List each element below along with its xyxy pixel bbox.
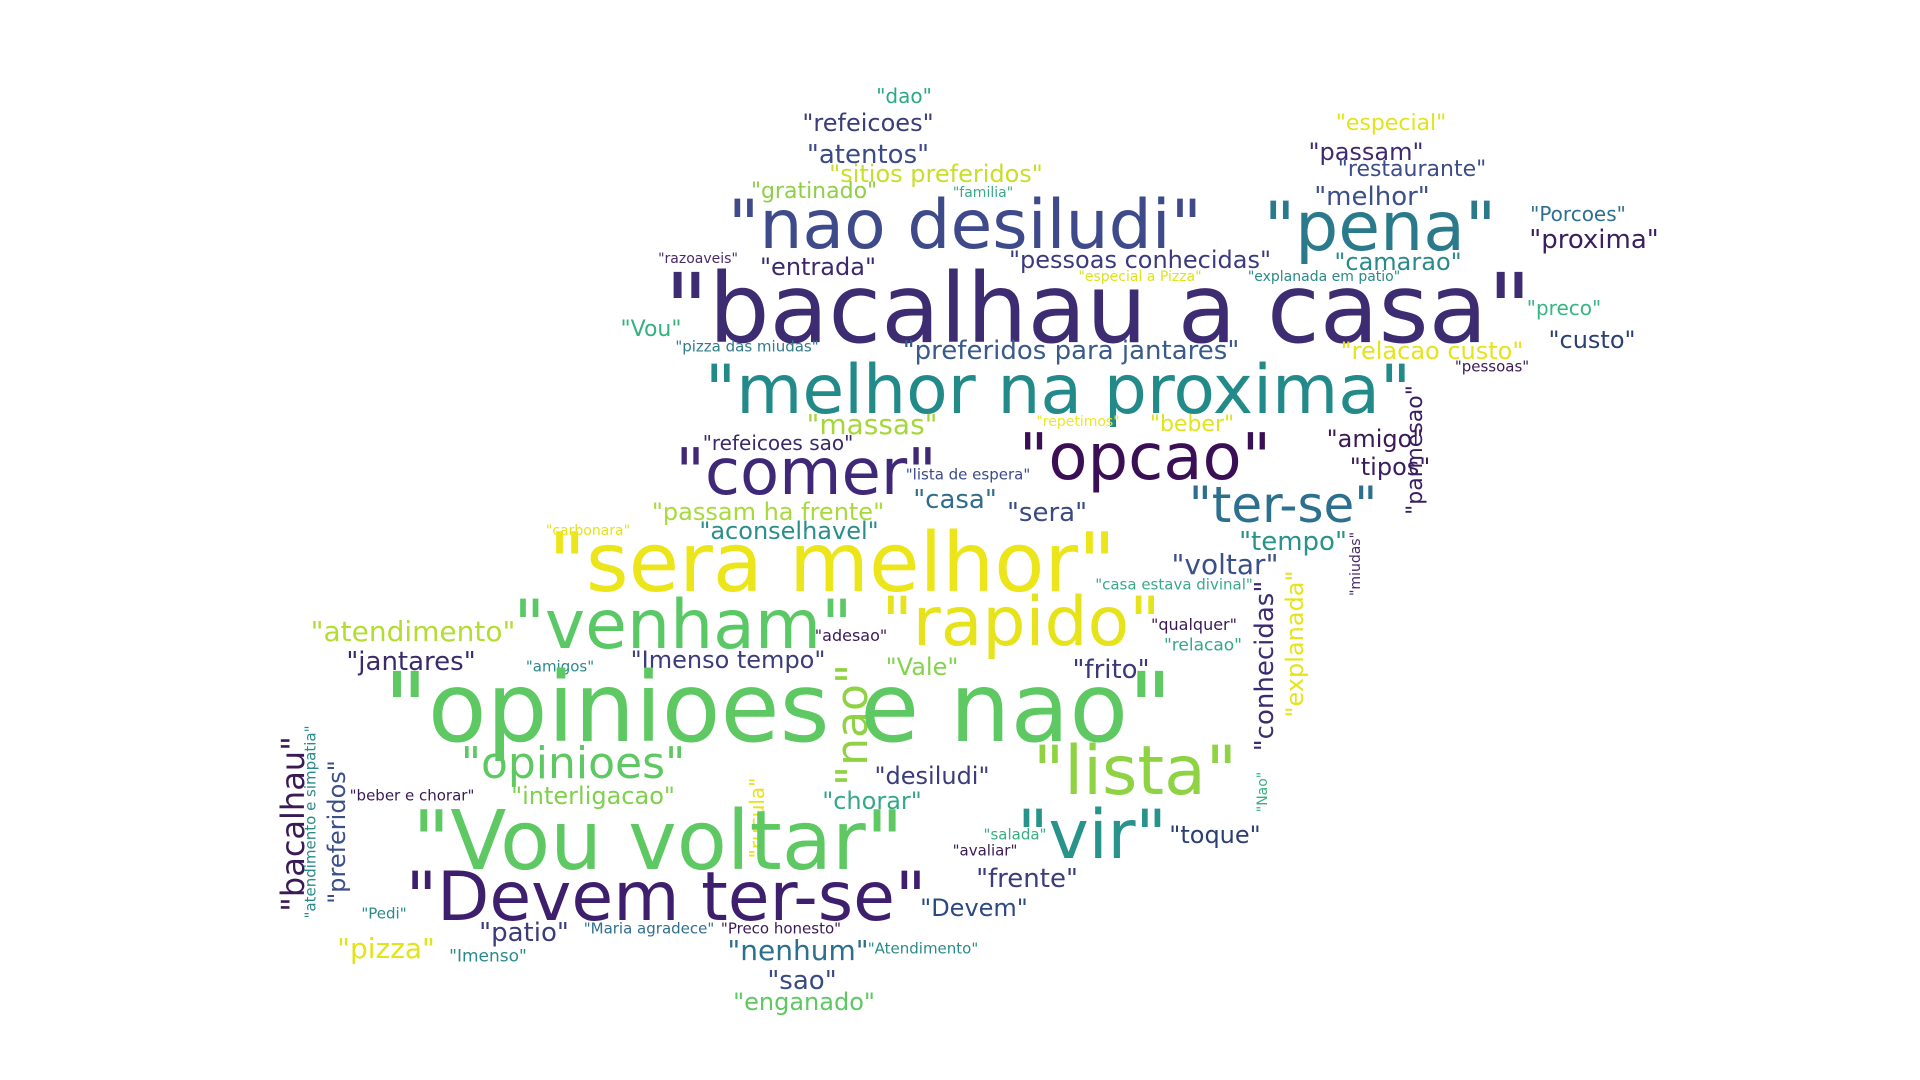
cloud-word: "repetimos" [1036,414,1120,430]
cloud-word: "refeicoes" [802,109,934,137]
cloud-word: "parmesao" [1403,385,1428,515]
cloud-word: "Atendimento" [867,939,979,958]
cloud-word: "salada" [983,825,1047,844]
cloud-word: "patio" [479,918,569,948]
cloud-word: "vir" [1017,796,1167,875]
cloud-word: "Vou voltar" [412,794,904,889]
cloud-word: "pizza das miudas" [675,337,819,356]
cloud-word: "ter-se" [1188,476,1378,534]
cloud-word: "preferidos" [323,760,351,904]
cloud-word: "opinioes e nao" [383,652,1173,764]
cloud-word: "atendimento e simpatia" [301,725,320,919]
cloud-word: "chorar" [822,787,922,815]
cloud-word: "casa" [913,485,997,515]
cloud-word: "frito" [1072,655,1150,685]
cloud-word: "lista de espera" [905,465,1031,484]
cloud-word: "opcao" [1018,421,1272,495]
cloud-word: "preco" [1526,296,1602,320]
cloud-word: "Devem ter-se" [405,858,927,937]
cloud-word: "sera" [1006,498,1088,528]
cloud-word: "camarao" [1334,248,1462,276]
cloud-word: "refeicoes sao" [702,431,854,455]
cloud-word: "Porcoes" [1530,202,1626,226]
cloud-word: "conhecidas" [1250,580,1280,752]
cloud-word: "sera melhor" [548,516,1116,611]
cloud-word: "adesao" [814,626,888,645]
cloud-word: "carbonara" [545,523,631,539]
cloud-word: "dao" [876,84,932,108]
cloud-word: "massas" [806,408,938,441]
cloud-word: "custo" [1548,326,1636,354]
cloud-word: "especial" [1335,111,1447,136]
cloud-word: "atentos" [806,140,930,170]
cloud-word: "toque" [1169,821,1261,849]
cloud-word: "beber" [1149,412,1235,437]
cloud-word: "desiludi" [874,762,990,790]
cloud-word: "Maria agradece" [583,919,715,938]
cloud-word: "qualquer" [1151,615,1237,634]
cloud-word: "sao" [767,966,837,996]
cloud-word: "relacao custo" [1340,337,1524,365]
cloud-word: "tempo" [1239,527,1347,557]
cloud-word: "avaliar" [952,841,1018,860]
cloud-word: "Vou" [620,317,682,342]
cloud-word: "Imenso" [449,946,527,967]
cloud-word: "frente" [976,864,1078,894]
cloud-word: "aconselhavel" [699,517,879,545]
cloud-word: "especial a Pizza" [1078,269,1202,285]
cloud-word: "venham" [513,586,853,665]
cloud-word: "lista" [1032,732,1238,811]
cloud-word: "rapido" [881,583,1161,662]
cloud-word: "atendimento" [310,615,516,648]
cloud-word: "nao desiludi" [728,186,1202,265]
cloud-word: "razoaveis" [658,251,738,267]
cloud-word: "enganado" [733,988,875,1016]
cloud-word: "relacao" [1163,635,1243,656]
cloud-word: "Vale" [885,653,959,681]
cloud-word: "pessoas conhecidas" [1009,246,1271,274]
cloud-word: "gratinado" [750,179,878,204]
cloud-word: "comer" [675,436,937,510]
cloud-word: "melhor na proxima" [704,351,1412,430]
cloud-word: "Nao" [1255,771,1271,813]
cloud-word: "Imenso tempo" [630,646,826,674]
cloud-word: "miudas" [1348,531,1364,597]
cloud-word: "Preco honesto" [720,919,842,938]
cloud-word: "amigo" [1326,425,1424,453]
cloud-word: "explanada em patio" [1247,269,1401,285]
cloud-word: "Devem" [920,894,1028,922]
cloud-word: "sitios preferidos" [829,160,1043,188]
cloud-word: "bacalhau a casa" [664,253,1532,365]
cloud-word: "interligacao" [511,782,675,810]
cloud-word: "jantares" [346,647,476,677]
cloud-word: "Pedi" [361,904,407,923]
cloud-word: "proxima" [1529,225,1659,255]
cloud-word: "passam" [1308,138,1424,166]
cloud-word: "explanada" [1281,570,1309,718]
cloud-word: "tipos" [1349,453,1431,481]
cloud-word: "casa estava divinal" [1095,575,1253,594]
cloud-word: "nenhum" [727,934,869,967]
cloud-word: "voltar" [1171,548,1279,581]
cloud-word: "preferidos para jantares" [902,336,1240,366]
cloud-word: "pizza" [337,932,435,965]
cloud-word: "melhor" [1314,182,1430,212]
cloud-word: "passam ha frente" [651,498,885,526]
cloud-word: "restaurante" [1337,157,1487,182]
cloud-word: "amigos" [525,657,595,676]
cloud-word: "entrada" [760,253,876,281]
cloud-word: "pessoas" [1454,357,1530,376]
cloud-word: "opinioes" [460,738,686,789]
cloud-word: "familia" [952,185,1014,201]
cloud-word: "beber e chorar" [349,786,475,805]
cloud-word: "pena" [1263,188,1497,267]
